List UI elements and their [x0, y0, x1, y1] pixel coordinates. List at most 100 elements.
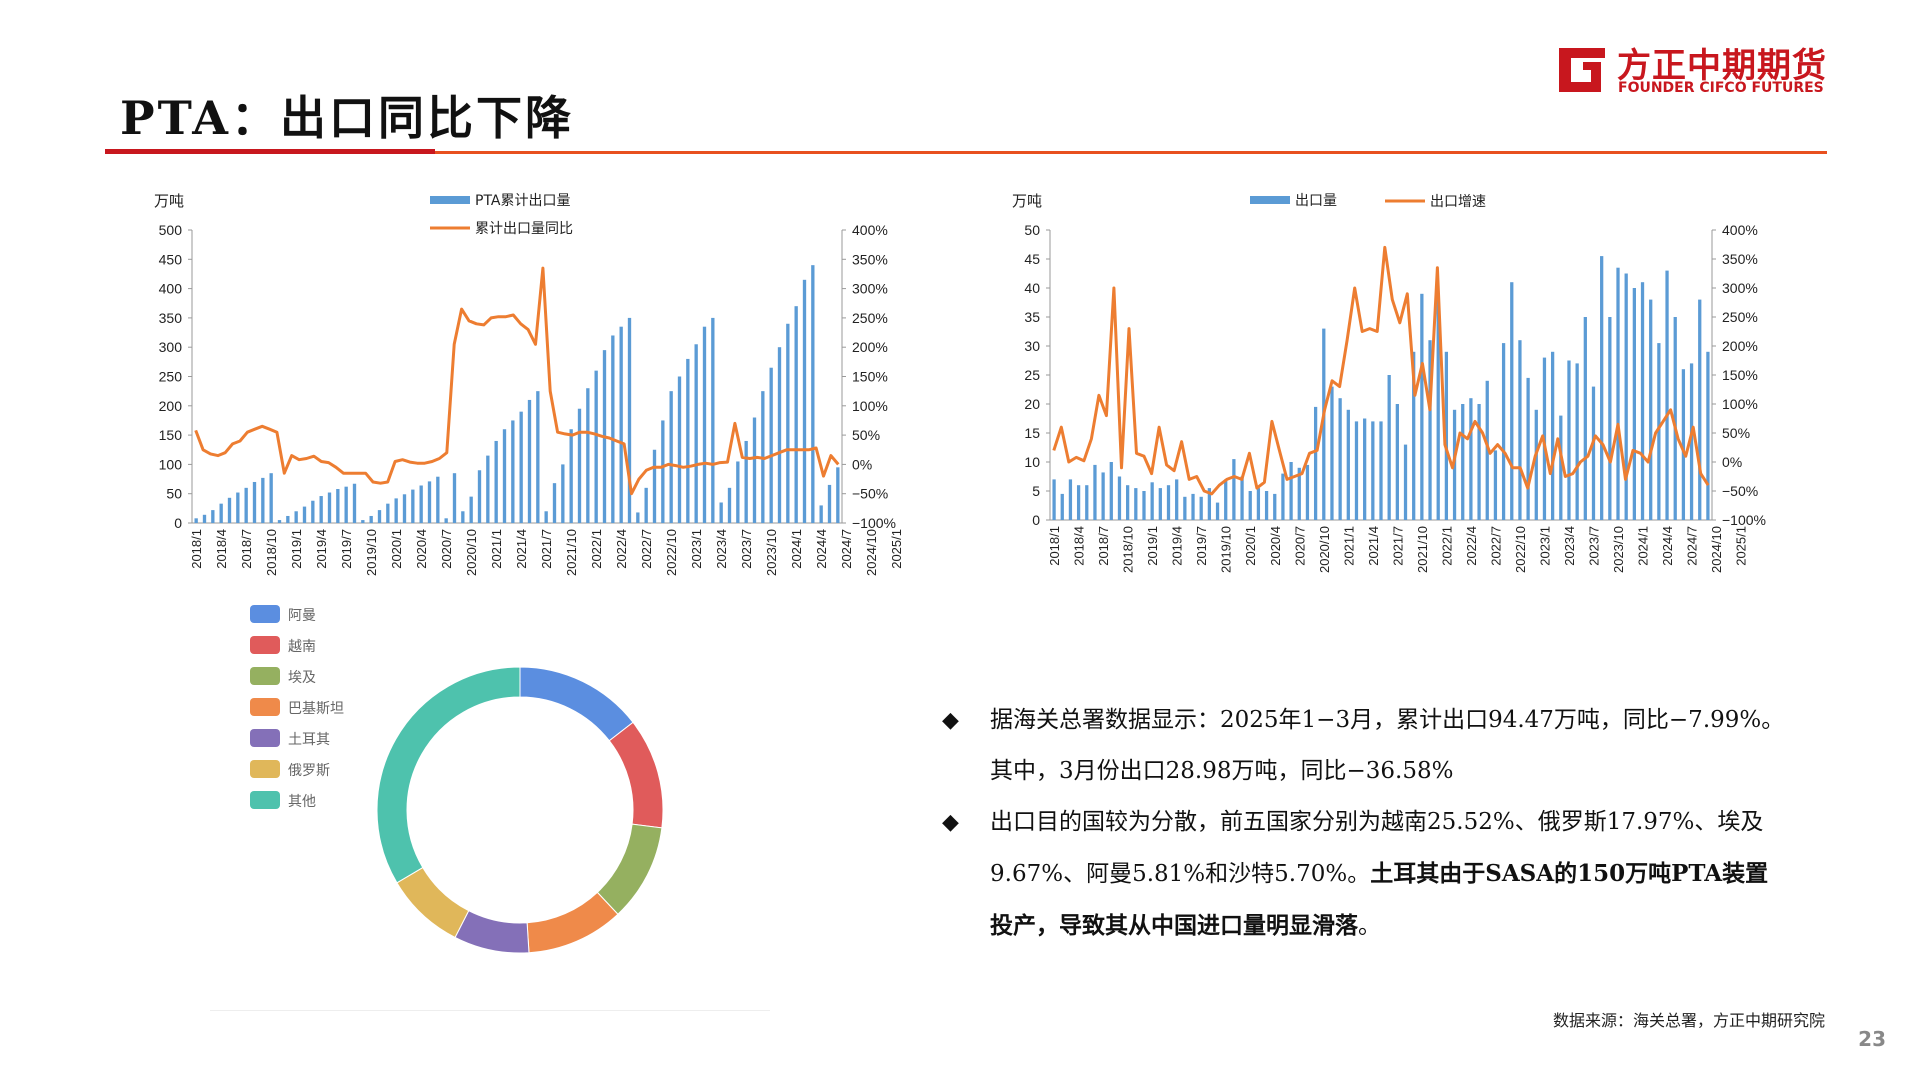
legend-swatch	[250, 791, 280, 809]
bar	[794, 306, 798, 523]
bar	[244, 487, 248, 523]
y-tick-label-right: 350%	[1722, 251, 1758, 267]
bar	[1093, 464, 1097, 520]
bar	[1673, 317, 1677, 520]
y-tick-label-left: 20	[1024, 396, 1040, 412]
x-tick-label: 2023/4	[1562, 526, 1577, 566]
bar	[1469, 398, 1473, 520]
bar	[1583, 317, 1587, 520]
bar	[686, 358, 690, 523]
bar	[494, 440, 498, 523]
bar	[1403, 444, 1408, 520]
bar	[1183, 496, 1187, 520]
bar	[202, 514, 207, 523]
title-divider	[105, 151, 1827, 154]
legend-label: 阿曼	[288, 608, 316, 624]
legend-label: 巴基斯坦	[288, 700, 344, 717]
x-tick-label: 2022/7	[639, 529, 654, 569]
donut-slice	[608, 721, 664, 829]
x-tick-label: 2019/10	[1219, 526, 1234, 573]
analysis-text: ◆ 据海关总署数据显示：2025年1−3月，累计出口94.47万吨，同比−7.9…	[940, 695, 1790, 952]
x-tick-label: 2022/10	[664, 529, 679, 576]
bar	[677, 376, 682, 523]
bar	[361, 520, 365, 523]
company-logo: 方正中期期货 FOUNDER CIFCO FUTURES	[1555, 38, 1835, 98]
bar	[252, 481, 257, 523]
bar	[1273, 493, 1277, 520]
bar	[394, 498, 398, 523]
x-tick-label: 2019/1	[1145, 526, 1160, 566]
y-tick-label-right: −50%	[1722, 483, 1758, 499]
bar	[1354, 421, 1359, 520]
bar	[1068, 479, 1073, 520]
bar	[336, 489, 340, 523]
y-tick-label-right: 50%	[852, 427, 880, 443]
x-tick-label: 2023/4	[714, 529, 729, 569]
bullet-bold-text: 土耳其由于SASA的150万吨PTA装置投产，导致其从中国进口量明显滑落	[990, 860, 1769, 939]
bullet-text: 据海关总署数据显示：2025年1−3月，累计出口94.47万吨，同比−7.99%…	[990, 707, 1785, 784]
bar	[1681, 369, 1686, 520]
bar	[594, 370, 598, 523]
bar	[311, 500, 315, 523]
bar	[502, 429, 507, 523]
logo-mark-icon	[1559, 48, 1605, 92]
bar	[1175, 479, 1179, 520]
y-tick-label-right: −100%	[852, 515, 896, 531]
x-tick-label: 2024/4	[814, 529, 829, 569]
donut-slice	[396, 866, 470, 939]
y-tick-label-left: 45	[1024, 251, 1040, 267]
y-tick-label-right: 50%	[1722, 425, 1750, 441]
legend-swatch	[250, 698, 280, 716]
bar	[1649, 299, 1653, 520]
bar	[694, 344, 698, 523]
legend-label: 出口量	[1295, 193, 1337, 209]
bar	[1142, 491, 1146, 520]
y-tick-label-right: 0%	[1722, 454, 1742, 470]
bar	[611, 335, 615, 523]
bar	[1305, 464, 1310, 520]
y-tick-label-left: 5	[1032, 483, 1040, 499]
bar	[294, 511, 298, 523]
bar	[411, 489, 415, 523]
x-tick-label: 2020/1	[389, 529, 404, 569]
bar	[319, 496, 323, 523]
x-tick-label: 2018/4	[214, 529, 229, 569]
x-tick-label: 2023/1	[1537, 526, 1552, 566]
title-divider-accent	[105, 149, 435, 154]
bar	[1224, 479, 1228, 520]
bar	[1126, 485, 1130, 520]
bar	[1338, 398, 1342, 520]
bar	[1101, 472, 1105, 520]
bar	[1150, 482, 1154, 520]
bar	[1526, 377, 1530, 520]
y-tick-label-right: 100%	[1722, 396, 1758, 412]
legend-label: PTA累计出口量	[475, 193, 570, 209]
y-tick-label-right: 350%	[852, 251, 888, 267]
legend-label: 越南	[288, 639, 316, 655]
bar	[1559, 415, 1563, 520]
bar	[452, 473, 457, 523]
y-tick-label-right: 250%	[1722, 309, 1758, 325]
y-tick-label-left: 0	[174, 515, 182, 531]
x-tick-label: 2022/4	[614, 529, 629, 569]
bar	[1575, 363, 1579, 520]
x-tick-label: 2023/7	[1586, 526, 1601, 566]
x-tick-label: 2019/1	[289, 529, 304, 569]
bar	[1444, 351, 1449, 520]
legend-swatch	[250, 667, 280, 685]
x-tick-label: 2025/1	[1734, 526, 1749, 566]
x-tick-label: 2018/7	[239, 529, 254, 569]
bar	[727, 487, 732, 523]
bar	[1052, 479, 1056, 520]
x-tick-label: 2018/7	[1096, 526, 1111, 566]
x-tick-label: 2020/7	[1292, 526, 1307, 566]
bar	[1640, 282, 1645, 520]
x-tick-label: 2024/4	[1660, 526, 1675, 566]
bar	[1346, 409, 1350, 520]
y-tick-label-right: 150%	[1722, 367, 1758, 383]
y-tick-label-left: 35	[1024, 309, 1040, 325]
bullet-item: ◆ 出口目的国较为分散，前五国家分别为越南25.52%、俄罗斯17.97%、埃及…	[940, 797, 1790, 952]
bar	[1624, 273, 1628, 520]
bar	[1289, 462, 1293, 520]
bar	[719, 502, 723, 523]
